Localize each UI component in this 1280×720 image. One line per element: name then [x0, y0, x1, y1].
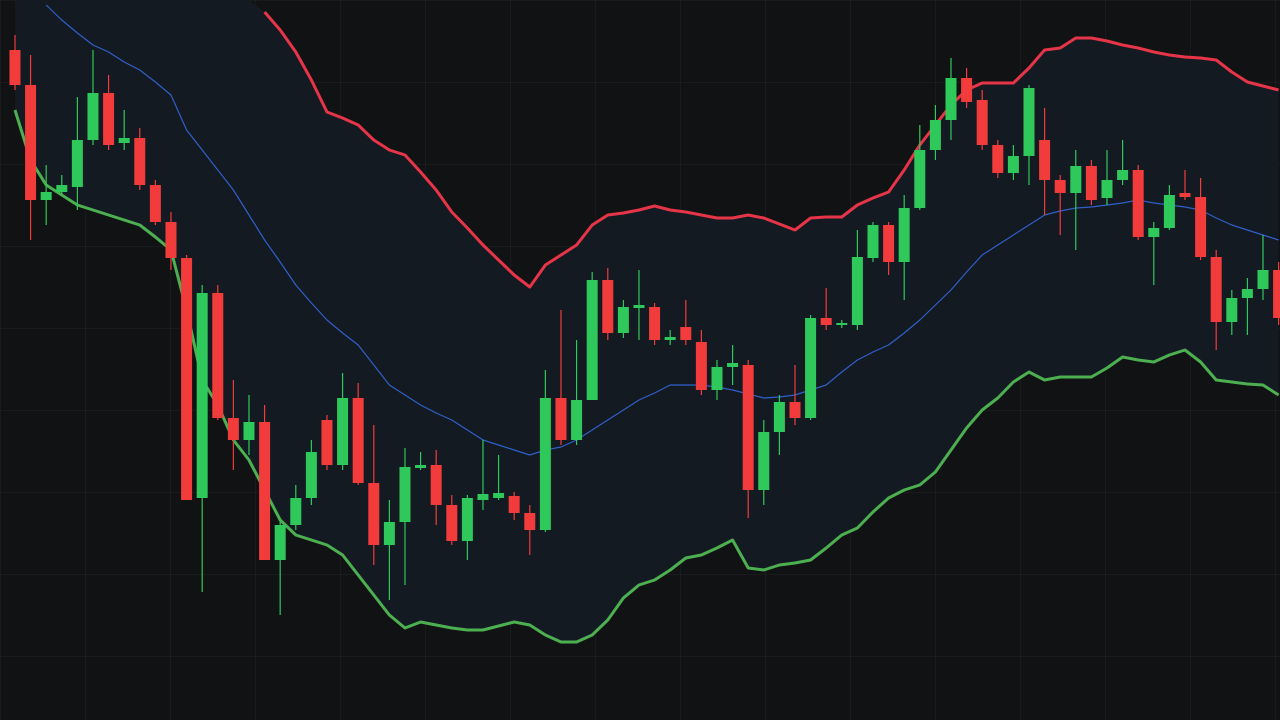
candle-body — [555, 398, 567, 440]
candle-body — [1163, 195, 1175, 228]
band-line — [263, 11, 1279, 289]
candle-body — [430, 465, 442, 505]
candle-body — [1210, 257, 1222, 322]
candle-body — [586, 280, 598, 400]
candle-body — [149, 185, 161, 222]
candle-body — [758, 432, 770, 490]
candle-body — [40, 192, 52, 200]
candle-body — [867, 225, 879, 258]
candle-body — [929, 120, 941, 150]
candle-body — [992, 145, 1004, 173]
candle-body — [727, 363, 739, 367]
candle-body — [9, 50, 21, 85]
candle-body — [914, 150, 926, 208]
candle-body — [71, 140, 83, 187]
candle-body — [1070, 166, 1082, 193]
candle-body — [773, 402, 785, 432]
candle-body — [227, 418, 239, 440]
candle-body — [165, 222, 177, 258]
candle-body — [695, 342, 707, 390]
candle-body — [243, 422, 255, 440]
candle-body — [368, 483, 380, 545]
candle-body — [56, 185, 68, 192]
candle-body — [477, 494, 489, 500]
candle-body — [945, 78, 957, 120]
candle-body — [134, 138, 146, 185]
candle-body — [1101, 180, 1113, 198]
candle-body — [1132, 170, 1144, 237]
candle-body — [1054, 180, 1066, 193]
candle-body — [789, 402, 801, 418]
candle-body — [711, 367, 723, 390]
candle-body — [1007, 156, 1019, 173]
candle-body — [1179, 193, 1191, 197]
candle-body — [649, 307, 661, 340]
candle-body — [290, 498, 302, 525]
candle-body — [383, 522, 395, 545]
candle-body — [508, 496, 520, 513]
candle-body — [415, 465, 427, 468]
candle-body — [633, 305, 645, 308]
candle-body — [87, 93, 99, 140]
candle-body — [976, 100, 988, 145]
candle-body — [742, 365, 754, 490]
candle-body — [1148, 228, 1160, 237]
candle-body — [305, 452, 317, 498]
band-line — [45, 4, 1279, 456]
candle-body — [524, 513, 536, 530]
candle-body — [461, 498, 473, 541]
candle-body — [571, 400, 583, 440]
candle-body — [1257, 270, 1269, 289]
candle-body — [181, 258, 193, 500]
band-line — [13, 109, 1280, 644]
band-fill — [14, 0, 1279, 642]
candle-body — [1117, 170, 1129, 180]
candle-body — [805, 318, 817, 418]
candle-body — [851, 257, 863, 325]
candle-body — [1226, 298, 1238, 322]
candle-body — [321, 420, 333, 465]
candle-body — [961, 78, 973, 102]
candle-body — [399, 467, 411, 522]
candle-body — [539, 398, 551, 530]
candle-body — [1273, 270, 1280, 318]
candle-body — [337, 398, 349, 465]
candle-body — [493, 493, 505, 498]
candle-body — [1023, 88, 1035, 156]
candle-body — [212, 293, 224, 418]
candle-body — [617, 307, 629, 333]
candle-body — [352, 398, 364, 483]
candle-body — [680, 327, 692, 340]
candle-body — [103, 93, 115, 145]
candle-body — [836, 323, 848, 325]
candle-body — [883, 225, 895, 262]
candle-body — [118, 138, 130, 143]
candle-body — [259, 422, 271, 560]
candle-body — [1039, 140, 1051, 180]
candle-body — [274, 525, 286, 560]
candle-body — [25, 85, 37, 200]
candle-body — [196, 293, 208, 498]
candle-body — [602, 280, 614, 333]
candle-body — [898, 208, 910, 262]
candle-body — [1241, 289, 1253, 298]
candle-body — [1085, 166, 1097, 200]
candle-body — [664, 337, 676, 340]
candle-body — [820, 318, 832, 325]
candle-body — [1195, 197, 1207, 257]
candle-body — [446, 505, 458, 541]
